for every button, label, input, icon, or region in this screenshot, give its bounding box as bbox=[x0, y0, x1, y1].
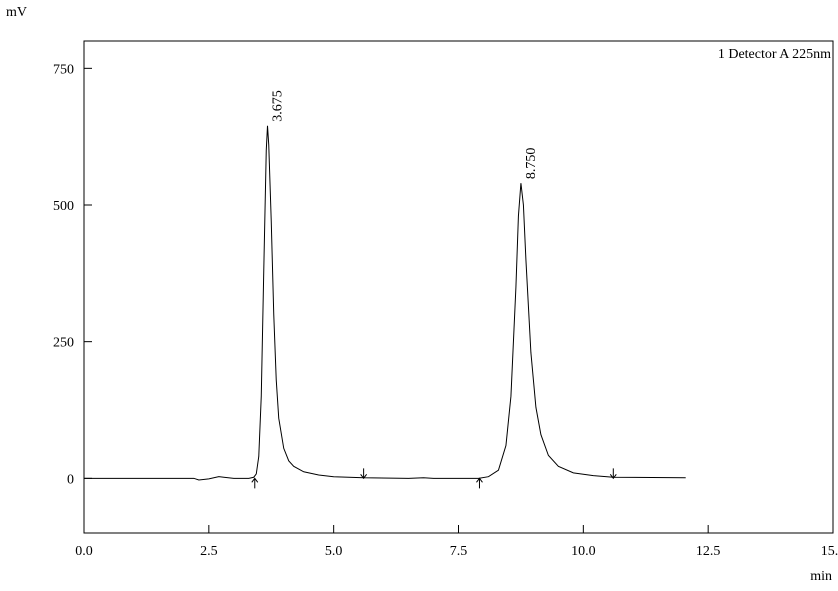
peak-end-marker bbox=[360, 468, 368, 480]
peak-label: 3.675 bbox=[271, 90, 286, 122]
x-tick-label: 7.5 bbox=[450, 544, 468, 559]
y-tick-label: 500 bbox=[53, 199, 74, 214]
x-axis-label: min bbox=[810, 569, 832, 584]
y-tick-label: 750 bbox=[53, 62, 74, 77]
peak-label: 8.750 bbox=[524, 148, 539, 180]
x-tick-label: 15.0 bbox=[821, 544, 838, 559]
legend: 1 Detector A 225nm bbox=[718, 47, 831, 62]
peak-start-marker bbox=[251, 477, 259, 489]
x-tick-label: 5.0 bbox=[325, 544, 343, 559]
plot-frame bbox=[83, 40, 834, 534]
x-tick-label: 2.5 bbox=[200, 544, 218, 559]
y-tick-label: 250 bbox=[53, 336, 74, 351]
y-axis-label: mV bbox=[6, 5, 27, 20]
peak-start-marker bbox=[476, 477, 483, 489]
y-tick-label: 0 bbox=[67, 472, 74, 487]
x-tick-label: 0.0 bbox=[75, 544, 93, 559]
x-tick-label: 12.5 bbox=[696, 544, 721, 559]
chromatogram-line bbox=[84, 125, 686, 481]
x-tick-label: 10.0 bbox=[571, 544, 596, 559]
peak-end-marker bbox=[609, 468, 617, 480]
